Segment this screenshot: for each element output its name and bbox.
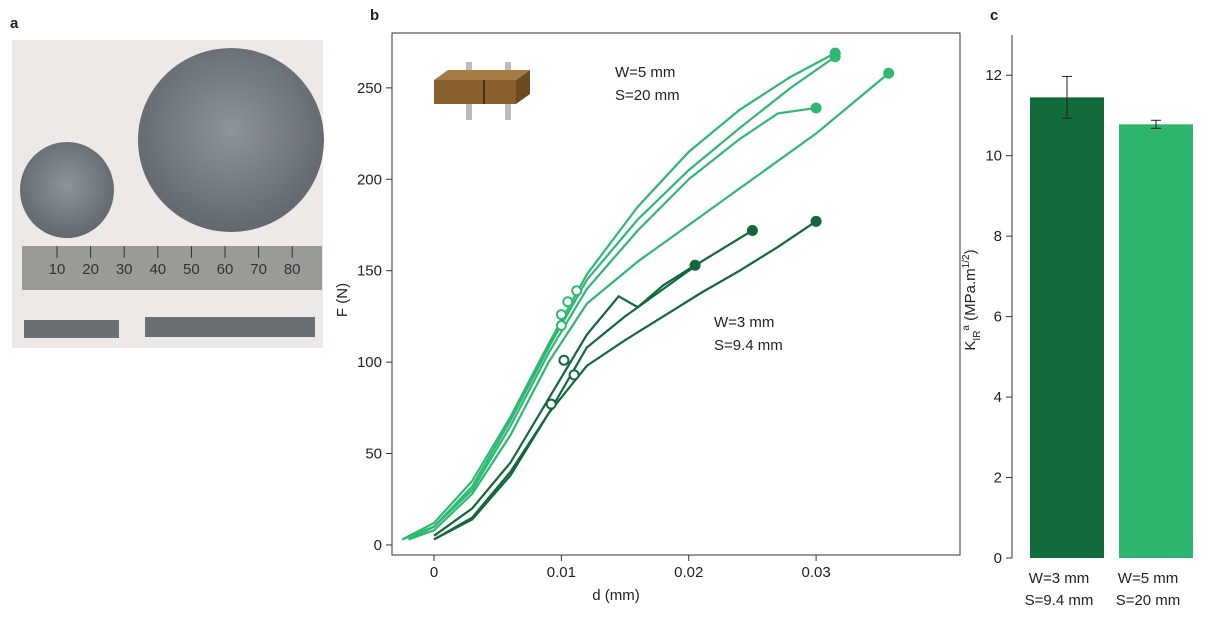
small-disc [20, 142, 114, 238]
plot-frame [391, 32, 961, 556]
x-tick-label: W=3 mm [1029, 570, 1089, 587]
y-tick-label: 200 [357, 171, 382, 188]
brick-side [516, 70, 530, 104]
end-marker [883, 67, 895, 79]
y-tick-label: 10 [985, 148, 1002, 165]
y-tick-label: 150 [357, 263, 382, 280]
brick-top [434, 70, 530, 80]
curve [433, 229, 753, 541]
y-tick-label: 50 [365, 446, 382, 463]
ruler-label: 20 [82, 261, 99, 278]
small-bar [24, 320, 119, 338]
x-tick-label: 0.02 [674, 564, 703, 581]
annotation: W=5 mm [615, 64, 675, 81]
annotation: W=3 mm [714, 314, 774, 331]
y-tick-label: 0 [994, 550, 1002, 567]
panel-label: b [370, 7, 379, 24]
photo [12, 40, 324, 348]
large-bar [145, 317, 315, 337]
ruler-label: 10 [49, 261, 66, 278]
x-tick-label: 0.01 [547, 564, 576, 581]
curve [433, 264, 696, 537]
panel-label: c [990, 7, 998, 24]
y-tick-label: 4 [994, 389, 1002, 406]
ruler-label: 70 [250, 261, 267, 278]
curve [433, 220, 817, 541]
x-tick-label: 0.03 [801, 564, 830, 581]
ruler-label: 80 [284, 261, 301, 278]
curve [401, 52, 836, 541]
open-marker [568, 369, 580, 381]
curve [408, 106, 817, 541]
y-axis-label: F (N) [334, 283, 351, 317]
bar [1119, 124, 1193, 558]
x-tick-label: S=9.4 mm [1025, 592, 1094, 609]
curve [408, 72, 890, 541]
y-axis-label-part: (MPa.m [962, 268, 979, 325]
ruler-label: 30 [116, 261, 133, 278]
x-tick-label: 0 [430, 564, 438, 581]
ruler-label: 50 [183, 261, 200, 278]
y-axis-label-part: ) [962, 249, 979, 254]
end-marker [746, 224, 758, 236]
x-axis-label: d (mm) [592, 587, 640, 604]
y-axis-label: KIRa (MPa.m1/2) [961, 249, 983, 350]
y-tick-label: 6 [994, 309, 1002, 326]
open-marker [562, 296, 574, 308]
ruler-label: 60 [217, 261, 234, 278]
ruler-label: 40 [149, 261, 166, 278]
open-marker [555, 309, 567, 321]
y-tick-label: 2 [994, 470, 1002, 487]
y-tick-label: 8 [994, 228, 1002, 245]
large-disc [138, 48, 324, 232]
panel-label: a [10, 15, 19, 32]
ruler [22, 246, 322, 290]
brick-icon [434, 62, 530, 120]
y-tick-label: 100 [357, 354, 382, 371]
y-axis-label-part: IR [972, 331, 983, 341]
y-tick-label: 0 [374, 537, 382, 554]
bar [1030, 97, 1104, 558]
annotation: S=20 mm [615, 87, 680, 104]
end-marker [810, 215, 822, 227]
x-tick-label: S=20 mm [1116, 592, 1181, 609]
end-marker [829, 51, 841, 63]
y-tick-label: 12 [985, 67, 1002, 84]
open-marker [558, 354, 570, 366]
curve [401, 55, 836, 541]
end-marker [810, 102, 822, 114]
y-tick-label: 250 [357, 80, 382, 97]
y-axis-label-part: a [961, 325, 972, 331]
open-marker [545, 398, 557, 410]
x-tick-label: W=5 mm [1118, 570, 1178, 587]
brick-front [434, 80, 516, 104]
open-marker [571, 285, 583, 297]
annotation: S=9.4 mm [714, 337, 783, 354]
open-marker [555, 320, 567, 332]
y-axis-label-part: 1/2 [961, 254, 972, 268]
y-axis-label-part: K [962, 341, 979, 351]
